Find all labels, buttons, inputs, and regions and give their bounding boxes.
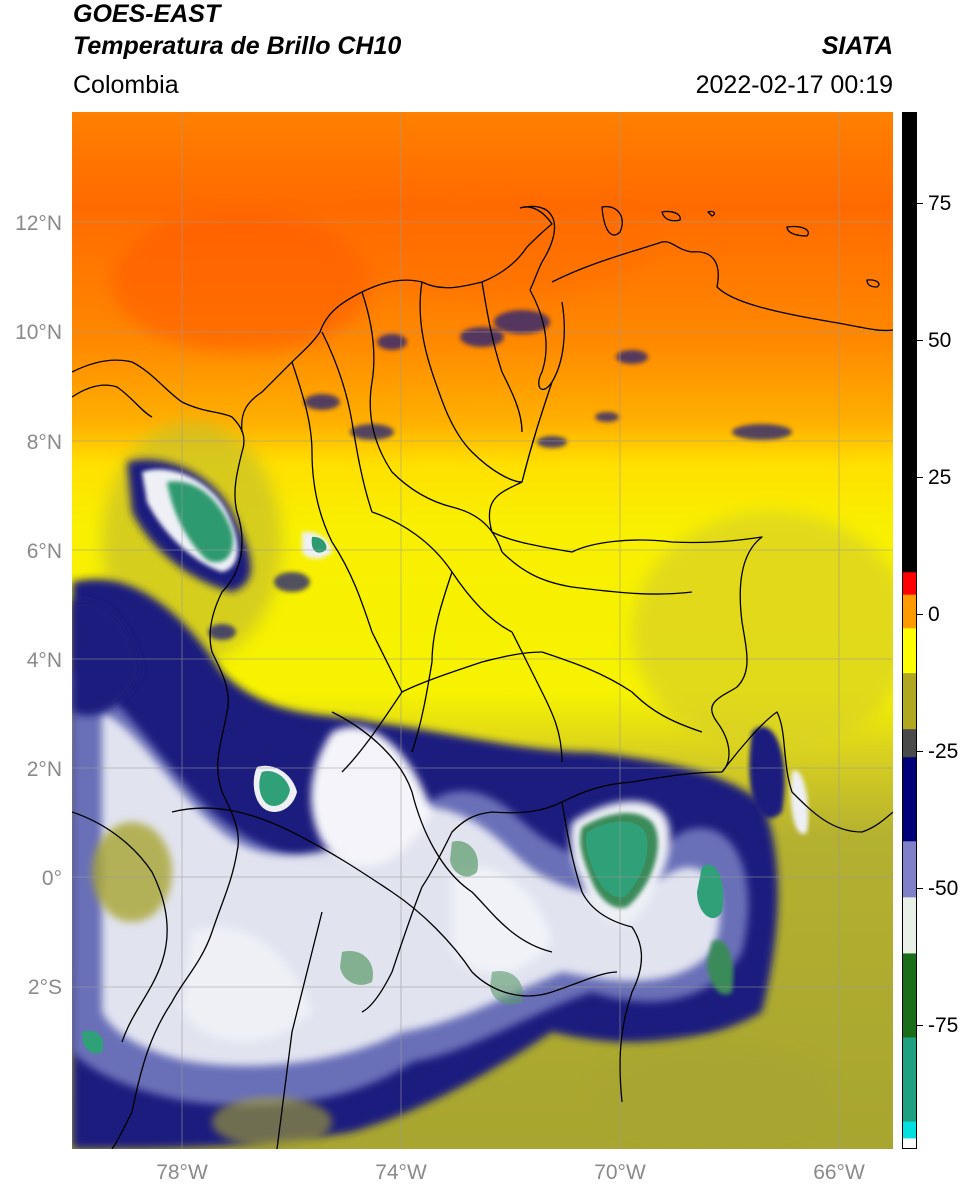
region-label: Colombia bbox=[73, 71, 179, 99]
convective-cells bbox=[208, 310, 792, 640]
timestamp-label: 2022-02-17 00:19 bbox=[695, 71, 893, 99]
colorbar bbox=[902, 112, 917, 1150]
colorbar-label-neg50: -50 bbox=[928, 877, 959, 900]
lat-label-10n: 10°N bbox=[15, 321, 62, 344]
satellite-map bbox=[72, 112, 893, 1149]
product-title: Temperatura de Brillo CH10 bbox=[73, 32, 402, 60]
lat-label-8n: 8°N bbox=[26, 431, 62, 454]
colorbar-segment bbox=[902, 1120, 917, 1139]
satellite-title: GOES-EAST bbox=[73, 0, 221, 28]
colorbar-segment bbox=[902, 571, 917, 595]
colorbar-segment bbox=[902, 594, 917, 629]
colorbar-label-0: 0 bbox=[928, 603, 940, 626]
lon-label-70w: 70°W bbox=[594, 1161, 646, 1184]
colorbar-tick-neg75 bbox=[917, 1025, 923, 1026]
convective-clouds bbox=[72, 579, 832, 1149]
colorbar-label-50: 50 bbox=[928, 329, 952, 352]
colorbar-segment bbox=[902, 112, 917, 573]
colorbar-label-neg75: -75 bbox=[928, 1014, 959, 1037]
colorbar-segment bbox=[902, 627, 917, 674]
colorbar-label-25: 25 bbox=[928, 466, 952, 489]
lat-label-0: 0° bbox=[41, 867, 62, 890]
lon-label-78w: 78°W bbox=[156, 1161, 208, 1184]
lat-label-4n: 4°N bbox=[26, 649, 62, 672]
colorbar-tick-neg25 bbox=[917, 751, 923, 752]
colorbar-tick-neg50 bbox=[917, 888, 923, 889]
colorbar-segment bbox=[902, 672, 917, 730]
colorbar-segment bbox=[902, 952, 917, 1038]
organization-label: SIATA bbox=[821, 32, 893, 60]
pacific-clouds bbox=[72, 459, 332, 716]
colorbar-segment bbox=[902, 896, 917, 954]
colorbar-segment bbox=[902, 1137, 917, 1150]
colorbar-label-neg25: -25 bbox=[928, 740, 959, 763]
lat-label-12n: 12°N bbox=[15, 212, 62, 235]
borders bbox=[72, 205, 893, 1149]
lat-label-6n: 6°N bbox=[26, 540, 62, 563]
colorbar-tick-0 bbox=[917, 614, 923, 615]
colorbar-segment bbox=[902, 756, 917, 842]
colorbar-tick-50 bbox=[917, 340, 923, 341]
lon-label-66w: 66°W bbox=[813, 1161, 865, 1184]
graticule bbox=[72, 112, 893, 1149]
lon-label-74w: 74°W bbox=[375, 1161, 427, 1184]
lat-label-2n: 2°N bbox=[26, 758, 62, 781]
lat-label-2s: 2°S bbox=[27, 976, 62, 999]
colorbar-tick-75 bbox=[917, 203, 923, 204]
colorbar-segment bbox=[902, 1036, 917, 1122]
colorbar-tick-25 bbox=[917, 477, 923, 478]
colorbar-segment bbox=[902, 840, 917, 898]
colorbar-label-75: 75 bbox=[928, 192, 952, 215]
colorbar-segment bbox=[902, 728, 917, 758]
colorbar-outline bbox=[902, 112, 917, 1149]
